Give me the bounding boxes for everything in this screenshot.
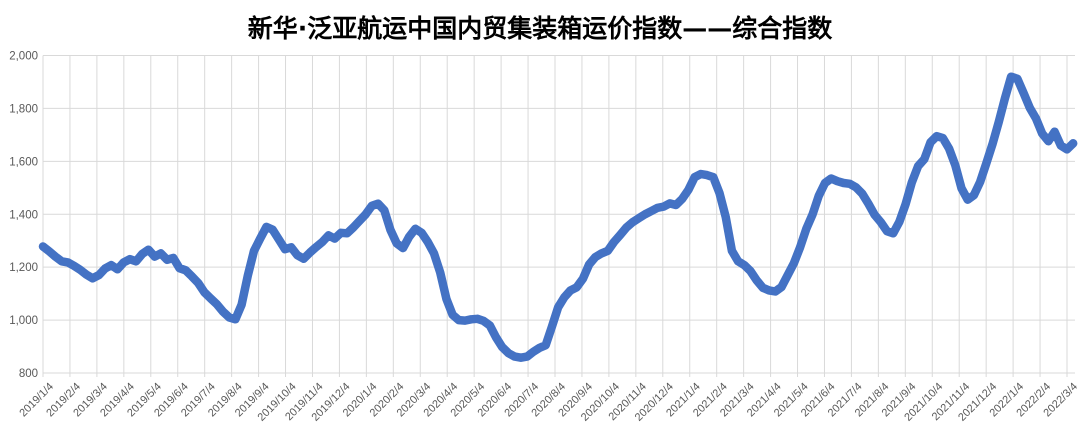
index-line-series: [38, 72, 1078, 362]
y-tick-label: 1,200: [9, 262, 38, 274]
y-tick-label: 1,000: [9, 315, 38, 327]
axis-tick-marks: [42, 373, 1068, 377]
x-axis-labels: 2019/1/42019/2/42019/3/42019/4/42019/5/4…: [17, 381, 1080, 424]
y-tick-label: 2,000: [9, 51, 38, 63]
composite-index-line: [38, 72, 1078, 362]
y-axis-labels: 800 1,000 1,200 1,400 1,600 1,800 2,000: [9, 51, 38, 381]
chart-title: 新华·泛亚航运中国内贸集装箱运价指数——综合指数: [247, 14, 833, 43]
y-tick-label: 800: [19, 368, 38, 380]
y-tick-label: 1,400: [9, 209, 38, 221]
gridlines: [42, 55, 1075, 374]
y-tick-label: 1,800: [9, 103, 38, 115]
y-tick-label: 1,600: [9, 156, 38, 168]
